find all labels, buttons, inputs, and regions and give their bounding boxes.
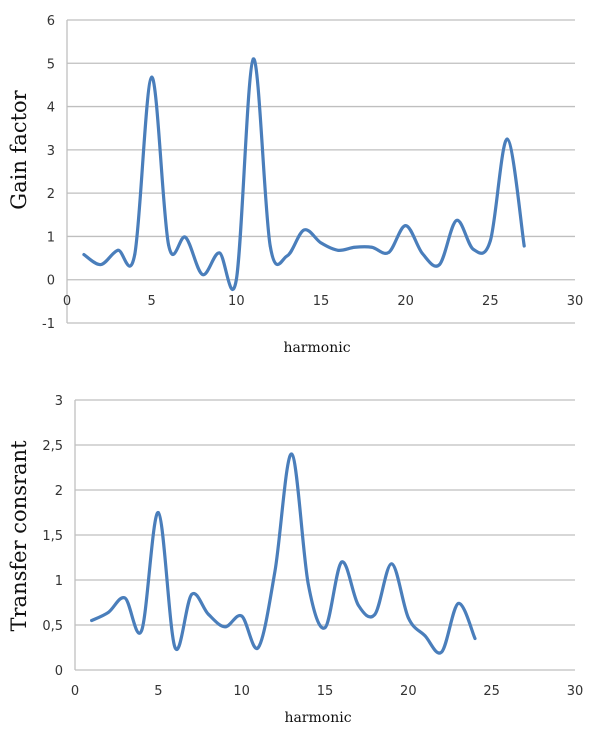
y-tick-label: 0,5 [42, 619, 63, 634]
data-point [319, 241, 323, 245]
data-point [423, 634, 427, 638]
data-point [268, 244, 272, 248]
gain-factor-chart: -1 0 1 2 3 4 5 6 0 5 10 15 20 25 30 Gain factor harmo… [7, 14, 583, 356]
data-series [82, 57, 526, 292]
data-point [390, 562, 394, 566]
y-tick-label: -1 [42, 317, 55, 332]
data-point [356, 603, 360, 607]
x-tick-label: 5 [154, 684, 162, 699]
series-line [82, 57, 526, 292]
y-tick-label: 6 [47, 14, 55, 29]
data-point [404, 224, 408, 228]
data-point [240, 614, 244, 618]
data-point [167, 243, 171, 247]
y-tick-label: 3 [47, 144, 55, 159]
data-point [82, 253, 86, 257]
data-point [421, 252, 424, 256]
data-point [522, 244, 526, 248]
x-tick-label: 20 [397, 294, 414, 309]
data-point [218, 251, 221, 255]
data-point [488, 239, 492, 243]
data-point [472, 248, 475, 251]
x-axis-title: harmonic [283, 340, 350, 356]
y-tick-label: 1 [47, 230, 55, 245]
data-point [99, 263, 103, 266]
transfer-constant-chart: 0 0,5 1 1,5 2 2,5 3 0 5 10 15 20 25 30 Transfer cons… [7, 394, 583, 726]
data-point [234, 278, 238, 282]
data-point [370, 245, 374, 249]
data-point [406, 616, 410, 620]
y-axis-title: Transfer consrant [7, 440, 31, 632]
y-tick-label: 2,5 [42, 439, 63, 454]
y-gridlines [74, 399, 575, 671]
x-tick-label: 10 [233, 684, 250, 699]
data-point [106, 611, 110, 614]
x-tick-label: 0 [63, 294, 71, 309]
data-point [473, 637, 477, 640]
y-tick-label: 3 [55, 394, 63, 409]
x-tick-label: 30 [567, 294, 584, 309]
data-point [184, 235, 187, 239]
x-tick-label: 10 [228, 294, 245, 309]
y-tick-labels: 0 0,5 1 1,5 2 2,5 3 [42, 394, 63, 679]
data-point [116, 248, 120, 252]
data-point [140, 629, 144, 632]
data-point [440, 650, 444, 654]
x-tick-label: 25 [483, 684, 500, 699]
data-point [455, 219, 458, 222]
x-tick-label: 30 [567, 684, 584, 699]
y-tick-label: 1 [55, 574, 63, 589]
data-point [156, 511, 160, 514]
data-point [302, 228, 306, 232]
data-point [290, 452, 294, 456]
data-point [133, 253, 137, 257]
x-tick-label: 25 [482, 294, 499, 309]
y-tick-label: 5 [47, 57, 55, 72]
data-point [387, 251, 391, 254]
y-tick-label: 2 [55, 484, 63, 499]
y-tick-label: 1,5 [42, 529, 63, 544]
y-tick-label: 0 [47, 274, 55, 289]
data-point [505, 137, 509, 141]
x-tick-labels: 0 5 10 15 20 25 30 [71, 684, 583, 699]
x-tick-labels: 0 5 10 15 20 25 30 [63, 294, 583, 309]
data-point [340, 560, 344, 564]
data-point [173, 646, 177, 649]
y-tick-labels: -1 0 1 2 3 4 5 6 [42, 14, 55, 332]
data-series [90, 452, 477, 655]
data-point [323, 626, 327, 630]
y-tick-label: 2 [47, 187, 55, 202]
data-point [336, 248, 340, 252]
data-point [373, 612, 377, 616]
x-tick-label: 0 [71, 684, 79, 699]
x-tick-label: 5 [148, 294, 156, 309]
y-tick-label: 0 [55, 664, 63, 679]
x-tick-label: 15 [317, 684, 334, 699]
x-axis-title: harmonic [284, 710, 351, 726]
data-point [251, 57, 255, 61]
data-point [273, 569, 277, 573]
x-tick-label: 20 [400, 684, 417, 699]
y-tick-label: 4 [47, 101, 55, 116]
data-point [353, 245, 357, 249]
data-point [201, 273, 204, 276]
data-point [456, 602, 460, 605]
data-point [306, 583, 310, 586]
data-point [285, 254, 289, 258]
data-point [90, 619, 94, 622]
y-axis-title: Gain factor [7, 89, 31, 209]
series-line [90, 452, 477, 655]
data-point [190, 593, 194, 596]
data-point [256, 646, 260, 649]
y-gridlines [66, 19, 575, 324]
data-point [206, 612, 210, 616]
data-point [438, 263, 441, 266]
data-point [150, 75, 154, 79]
data-point [123, 596, 127, 600]
data-point [223, 625, 227, 629]
x-tick-label: 15 [313, 294, 330, 309]
